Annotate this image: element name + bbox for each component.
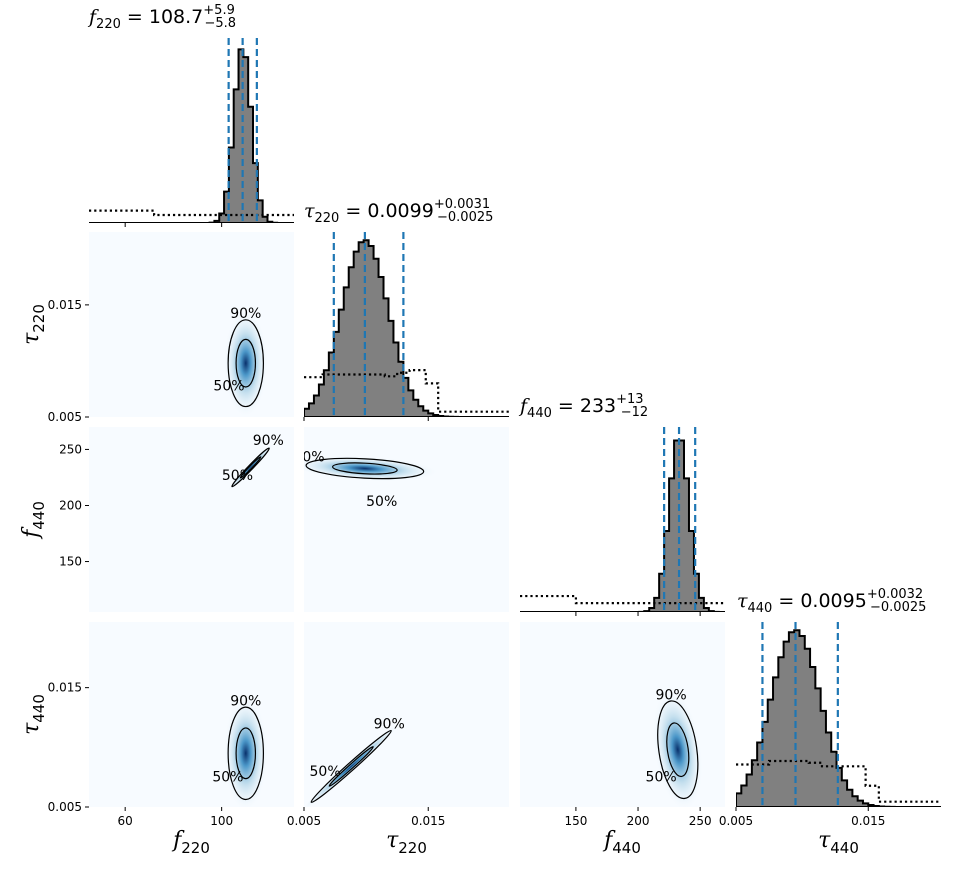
marginal-hist-tau440 [736, 622, 941, 807]
marginal-title-tau220: τ220 = 0.0099+0.0031 −0.0025 [304, 197, 493, 226]
contour-label-50: 50% [212, 769, 243, 785]
prior-histogram [304, 368, 509, 413]
contour-label-90: 90% [253, 433, 284, 449]
joint-panel-tau220-f440 [304, 427, 509, 612]
x-axis-label-f220: f220 [171, 828, 210, 857]
contour-label-50: 50% [213, 379, 244, 395]
y-axis-label-tau440: τ440 [19, 694, 48, 735]
y-tick-label-f440: 150 [59, 555, 82, 569]
y-tick-label-tau440: 0.005 [48, 800, 82, 814]
posterior-histogram [520, 439, 725, 612]
x-tick-label-f440: 150 [564, 814, 587, 828]
marginal-title-f220: f220 = 108.7+5.9 −5.8 [87, 3, 236, 32]
density-shading [304, 721, 402, 807]
posterior-histogram [304, 239, 509, 417]
contour-label-50: 50% [366, 494, 397, 510]
x-tick-label-tau440: 0.015 [851, 814, 885, 828]
marginal-panel-f220 [89, 38, 294, 223]
x-tick-label-tau220: 0.015 [411, 814, 445, 828]
y-tick-label-tau440: 0.015 [48, 681, 82, 695]
density-shading [304, 455, 439, 482]
x-axis-label-tau440: τ440 [818, 828, 859, 857]
contour-label-90: 90% [374, 716, 405, 732]
density-shading [223, 695, 268, 807]
y-axis-label-f440: f440 [19, 501, 48, 540]
marginal-hist-f220 [89, 38, 294, 223]
contour-50 [332, 462, 398, 475]
marginal-title-f440: f440 = 233+13 −12 [518, 392, 648, 421]
joint-density-f220-f440: 50% 90% [222, 433, 284, 492]
y-axis-label-tau220: τ220 [19, 304, 48, 345]
contour-label-90: 90% [293, 450, 324, 466]
contour-50 [235, 338, 257, 388]
posterior-histogram [736, 629, 941, 807]
density-shading [223, 308, 268, 417]
x-tick-label-f440: 200 [627, 814, 650, 828]
y-tick-label-f440: 250 [59, 442, 82, 456]
contour-label-90: 90% [656, 687, 687, 703]
prior-histogram [736, 759, 941, 803]
contour-90 [227, 319, 264, 408]
prior-histogram [89, 209, 294, 217]
contour-label-50: 50% [646, 769, 677, 785]
contour-50 [239, 456, 262, 479]
x-axis-label-f440: f440 [602, 828, 641, 857]
contour-label-50: 50% [222, 468, 253, 484]
contour-50 [328, 746, 374, 787]
y-tick-label-tau220: 0.015 [48, 298, 82, 312]
x-axis-label-tau220: τ220 [386, 828, 427, 857]
posterior-histogram [89, 48, 294, 223]
marginal-hist-f440 [520, 427, 725, 612]
prior-histogram [520, 594, 725, 605]
x-tick-label-f220: 60 [118, 814, 133, 828]
marginal-hist-tau220 [304, 232, 509, 417]
joint-density-f220-tau220: 50% 90% [213, 306, 268, 417]
contour-90 [227, 706, 264, 801]
y-tick-label-tau220: 0.005 [48, 410, 82, 424]
contour-90 [310, 729, 392, 803]
density-shading [652, 688, 703, 807]
joint-density-f440-tau440: 50% 90% [646, 687, 703, 807]
y-tick-label-f440: 200 [59, 498, 82, 512]
x-tick-label-f440: 250 [689, 814, 712, 828]
x-tick-label-tau440: 0.005 [719, 814, 753, 828]
contour-50 [666, 722, 690, 778]
joint-density-tau220-f440: 50% 90% [293, 450, 439, 510]
x-tick-label-f220: 100 [210, 814, 233, 828]
contour-90 [231, 447, 270, 488]
contour-90 [305, 457, 425, 480]
contour-90 [657, 700, 699, 800]
contour-label-90: 90% [230, 693, 261, 709]
x-tick-label-tau220: 0.005 [287, 814, 321, 828]
contour-50 [235, 727, 257, 780]
joint-density-f220-tau440: 50% 90% [212, 693, 268, 807]
contour-label-50: 50% [310, 764, 341, 780]
contour-label-90: 90% [230, 306, 261, 322]
marginal-title-tau440: τ440 = 0.0095+0.0032 −0.0025 [737, 587, 926, 616]
joint-density-tau220-tau440: 50% 90% [304, 716, 405, 807]
density-shading [227, 443, 274, 492]
